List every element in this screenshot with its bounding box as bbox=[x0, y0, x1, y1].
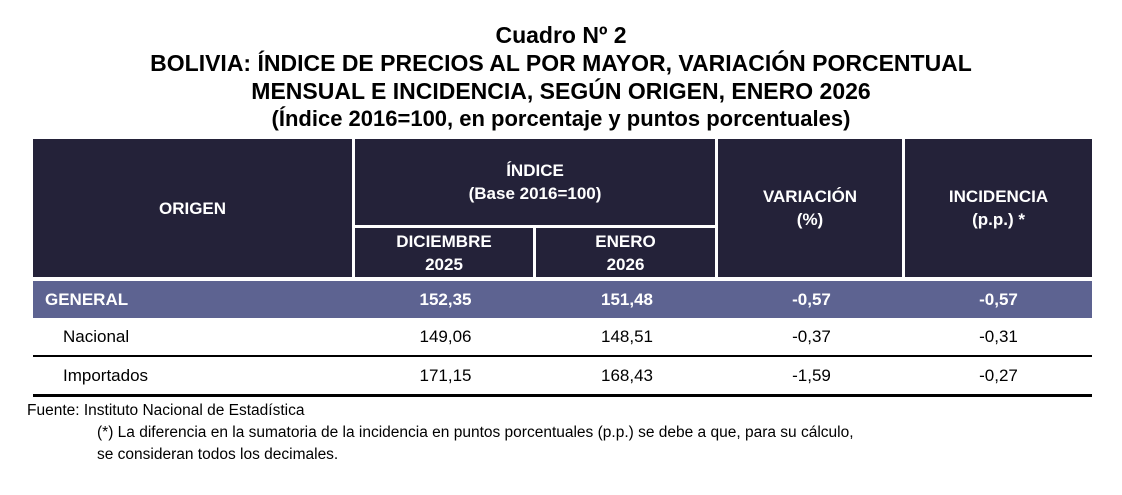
table-row-nacional: Nacional 149,06 148,51 -0,37 -0,31 bbox=[33, 318, 1093, 357]
col-header-variacion: VARIACIÓN (%) bbox=[718, 139, 906, 281]
cell-nacional-incidencia: -0,31 bbox=[905, 318, 1093, 357]
col-header-incidencia: INCIDENCIA (p.p.) * bbox=[905, 139, 1093, 281]
col-header-variacion-line1: VARIACIÓN bbox=[762, 187, 858, 206]
col-header-variacion-line2: (%) bbox=[796, 210, 824, 229]
cell-importados-variacion: -1,59 bbox=[718, 357, 906, 397]
table-header: ORIGEN ÍNDICE (Base 2016=100) VARIACIÓN … bbox=[33, 139, 1093, 281]
table-number-title: Cuadro Nº 2 bbox=[495, 22, 627, 48]
col-header-indice: ÍNDICE (Base 2016=100) bbox=[355, 139, 719, 228]
col-header-indice-line1: ÍNDICE bbox=[506, 161, 564, 180]
title-block: Cuadro Nº 2 BOLIVIA: ÍNDICE DE PRECIOS A… bbox=[0, 0, 1122, 133]
col-header-enero-line2: 2026 bbox=[606, 254, 645, 274]
cell-general-enero: 151,48 bbox=[536, 281, 719, 318]
cell-general-origen: GENERAL bbox=[33, 281, 355, 318]
col-header-diciembre-line2: 2025 bbox=[425, 254, 463, 274]
cell-importados-incidencia: -0,27 bbox=[905, 357, 1093, 397]
cell-nacional-origen: Nacional bbox=[33, 318, 355, 357]
table-row-general: GENERAL 152,35 151,48 -0,57 -0,57 bbox=[33, 281, 1093, 318]
main-title-line1: BOLIVIA: ÍNDICE DE PRECIOS AL POR MAYOR,… bbox=[150, 50, 972, 76]
cell-general-diciembre: 152,35 bbox=[355, 281, 536, 318]
col-header-incidencia-line2: (p.p.) * bbox=[972, 210, 1025, 229]
col-header-incidencia-line1: INCIDENCIA bbox=[948, 187, 1049, 206]
col-header-origen: ORIGEN bbox=[33, 139, 355, 281]
source-line: Fuente: Instituto Nacional de Estadístic… bbox=[27, 402, 305, 419]
col-header-diciembre-line1: DICIEMBRE bbox=[396, 231, 492, 251]
cell-nacional-enero: 148,51 bbox=[536, 318, 719, 357]
cell-importados-enero: 168,43 bbox=[536, 357, 719, 397]
table-row-importados: Importados 171,15 168,43 -1,59 -0,27 bbox=[33, 357, 1093, 397]
ipm-table: ORIGEN ÍNDICE (Base 2016=100) VARIACIÓN … bbox=[33, 139, 1093, 397]
cell-general-variacion: -0,57 bbox=[718, 281, 906, 318]
footer-notes: Fuente: Instituto Nacional de Estadístic… bbox=[27, 400, 1122, 466]
subtitle: (Índice 2016=100, en porcentaje y puntos… bbox=[271, 106, 851, 131]
footnote-line2: se consideran todos los decimales. bbox=[97, 446, 339, 463]
col-header-enero-line1: ENERO bbox=[595, 231, 656, 251]
cell-importados-origen: Importados bbox=[33, 357, 355, 397]
col-header-enero-2026: ENERO 2026 bbox=[536, 228, 719, 281]
main-title-line2: MENSUAL E INCIDENCIA, SEGÚN ORIGEN, ENER… bbox=[251, 78, 871, 104]
footnote-line1: (*) La diferencia en la sumatoria de la … bbox=[97, 424, 854, 441]
col-header-indice-line2: (Base 2016=100) bbox=[468, 184, 602, 203]
cell-general-incidencia: -0,57 bbox=[905, 281, 1093, 318]
col-header-diciembre-2025: DICIEMBRE 2025 bbox=[355, 228, 536, 281]
cell-nacional-diciembre: 149,06 bbox=[355, 318, 536, 357]
col-header-origen-label: ORIGEN bbox=[158, 198, 227, 218]
cell-importados-diciembre: 171,15 bbox=[355, 357, 536, 397]
cell-nacional-variacion: -0,37 bbox=[718, 318, 906, 357]
